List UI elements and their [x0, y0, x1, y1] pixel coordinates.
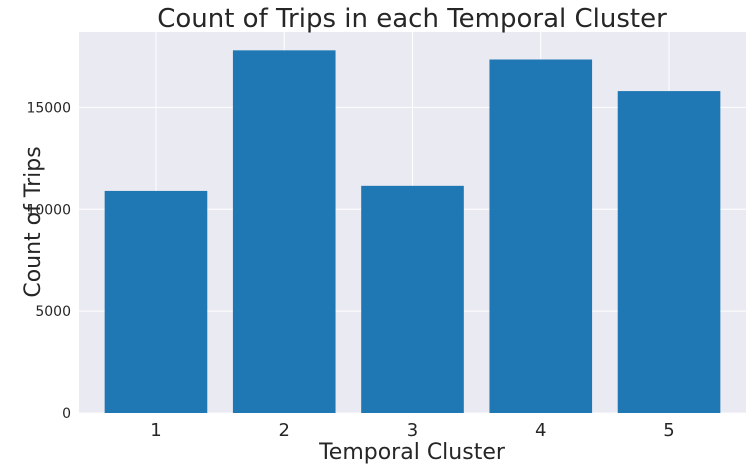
x-tick-label: 5 — [663, 420, 674, 441]
x-tick-label: 3 — [407, 420, 418, 441]
bar-cluster-4 — [489, 59, 593, 414]
chart-title: Count of Trips in each Temporal Cluster — [157, 4, 667, 34]
bars — [104, 50, 721, 414]
y-axis-label: Count of Trips — [21, 146, 46, 297]
bar-cluster-5 — [617, 91, 721, 413]
x-tick-label: 1 — [150, 420, 161, 441]
y-tick-label: 10000 — [26, 202, 71, 218]
y-tick-label: 15000 — [26, 100, 71, 116]
bar-cluster-3 — [361, 185, 464, 413]
x-tick-label: 2 — [279, 420, 290, 441]
bar-cluster-2 — [232, 50, 336, 413]
y-tick-label: 0 — [62, 406, 71, 422]
x-tick-label: 4 — [535, 420, 546, 441]
y-axis-ticks: 0 5000 10000 15000 — [26, 100, 71, 422]
x-axis-ticks: 1 2 3 4 5 — [150, 420, 675, 441]
x-axis-label: Temporal Cluster — [318, 440, 506, 465]
y-tick-label: 5000 — [35, 304, 71, 320]
bar-cluster-1 — [104, 190, 208, 413]
